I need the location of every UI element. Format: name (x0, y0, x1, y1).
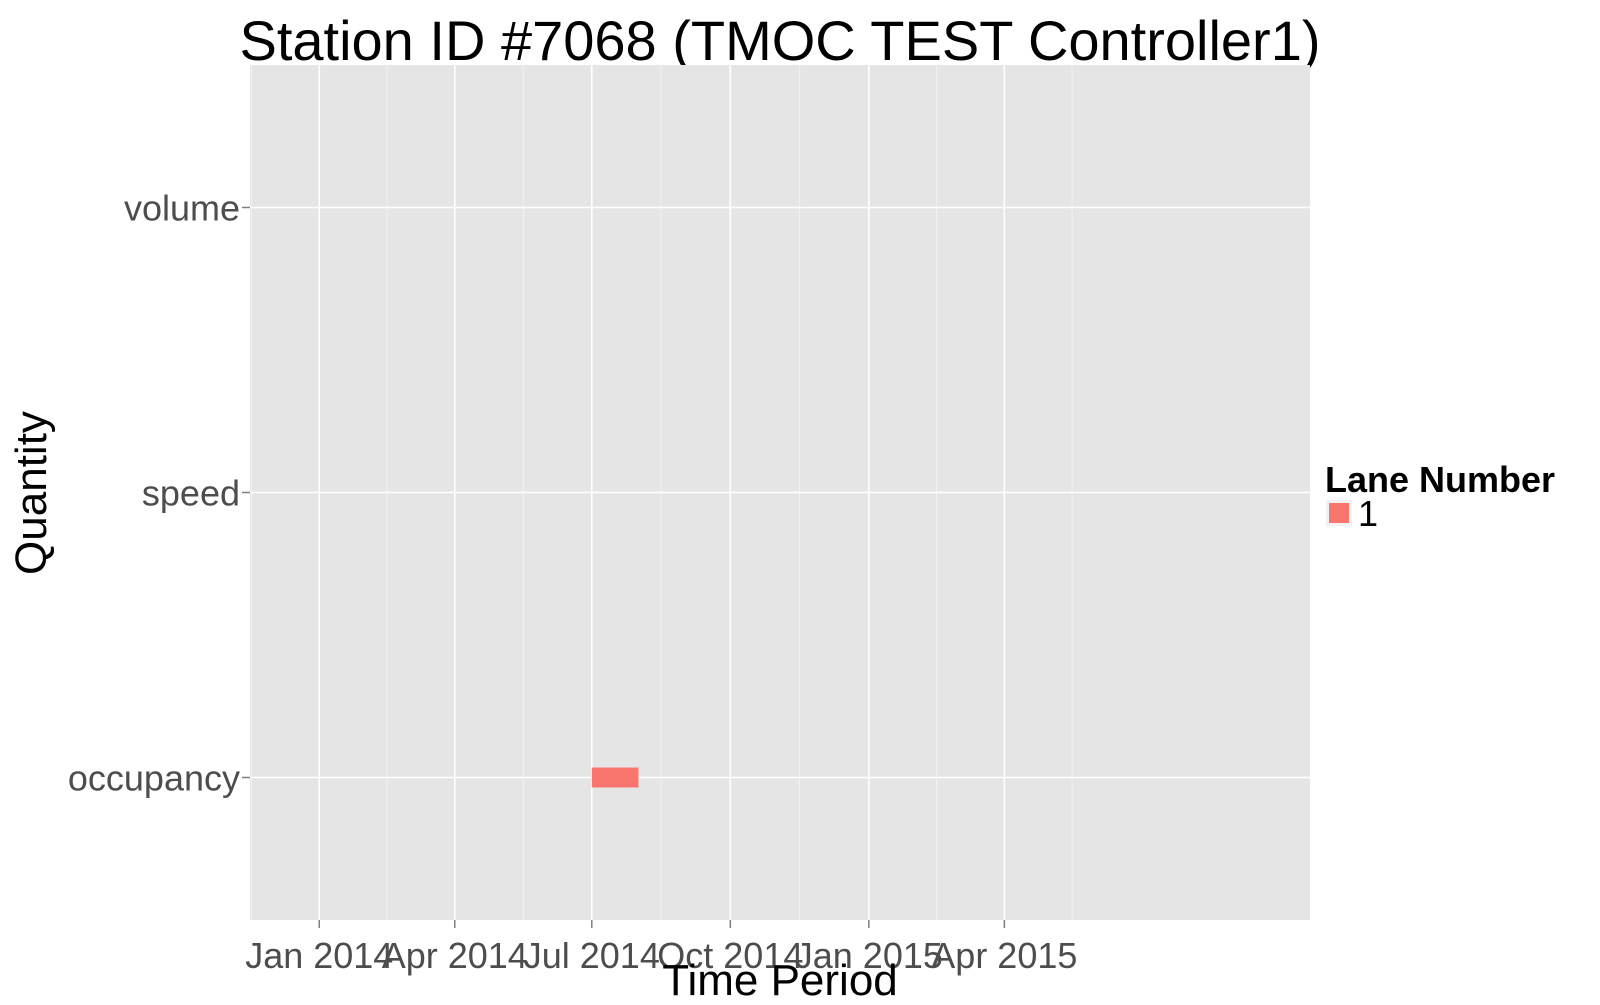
x-tick-label: Jan 2014 (245, 935, 393, 976)
x-tick-label: Apr 2014 (382, 935, 528, 976)
y-tick-label: occupancy (68, 758, 240, 799)
data-bars (591, 767, 639, 788)
x-tick-label: Apr 2015 (931, 935, 1077, 976)
x-axis-title: Time Period (662, 956, 898, 1000)
legend-label: 1 (1358, 493, 1378, 534)
y-axis: volume speed occupancy (68, 188, 250, 799)
legend-title: Lane Number (1325, 459, 1555, 500)
bar-segment (591, 767, 639, 788)
x-tick-label: Oct 2014 (657, 935, 803, 976)
chart-title: Station ID #7068 (TMOC TEST Controller1) (239, 9, 1320, 72)
legend: Lane Number 1 (1325, 459, 1555, 534)
y-tick-label: volume (124, 188, 240, 229)
y-tick-label: speed (142, 473, 240, 514)
legend-key (1329, 503, 1349, 523)
x-tick-label: Jan 2015 (795, 935, 943, 976)
x-tick-label: Jul 2014 (524, 935, 660, 976)
y-axis-title: Quantity (7, 411, 56, 575)
